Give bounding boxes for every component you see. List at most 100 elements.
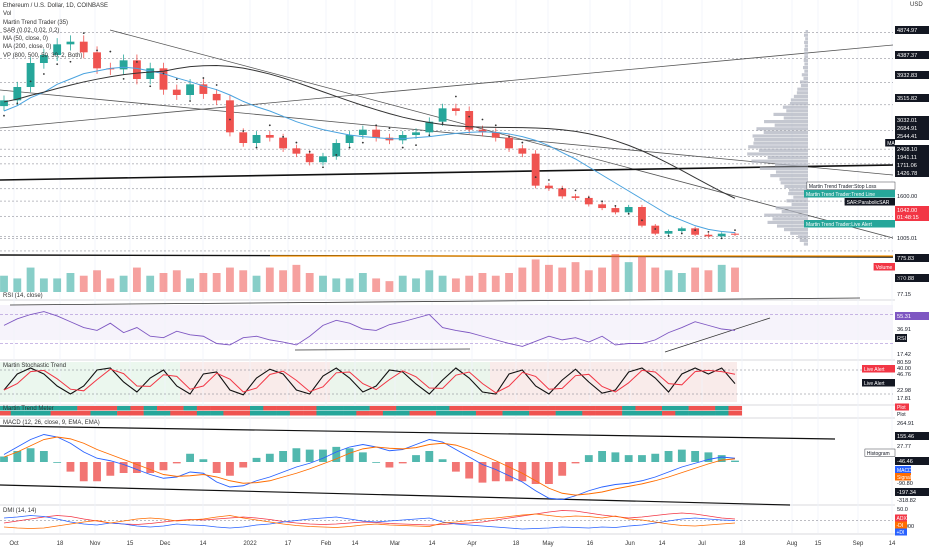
price-marker-bg [873, 263, 895, 271]
volume-profile-bar [789, 102, 808, 106]
volume-profile-bar [799, 80, 808, 84]
macd-histogram-bar [491, 462, 500, 482]
trend-meter-cell [701, 406, 716, 411]
sar-dot [734, 229, 736, 232]
volume-profile-bar [804, 40, 808, 44]
macd-histogram-bar [691, 451, 700, 462]
macd-pane-label[interactable]: MACD (12, 26, close, 9, EMA, EMA) [3, 420, 100, 426]
dmi-pane-label[interactable]: DMI (14, 14) [3, 508, 37, 514]
volume-bar [531, 259, 540, 292]
volume-bar [358, 273, 367, 292]
candle-body [624, 207, 633, 213]
indicator-legend-1[interactable]: SAR (0.02, 0.02, 0.2) [3, 27, 60, 34]
rsi-trend-line-2 [664, 317, 771, 353]
macd-histogram-bar [53, 462, 62, 463]
trend-meter-cell [635, 411, 649, 416]
macd-histogram-bar [132, 462, 141, 473]
candle-body [146, 68, 155, 79]
indicator-legend-4[interactable]: VP (800, 500, 50, 30, 2, Both) [3, 52, 83, 59]
sar-dot [494, 124, 497, 127]
trend-meter-cell [662, 411, 676, 416]
volume-profile-bar [786, 109, 808, 113]
trend-meter-cell [595, 411, 610, 416]
volume-profile-bar [776, 224, 808, 228]
trend-meter-cell [582, 406, 596, 411]
candle-body [186, 84, 194, 95]
indicator-legend-2[interactable]: MA (50, close, 0) [3, 36, 49, 43]
trend-meter-cell [662, 406, 676, 411]
trend-meter-cell [648, 411, 663, 416]
sar-dot [601, 200, 603, 203]
rsi-axis-label-bg [895, 312, 929, 320]
macd-histogram-bar [624, 455, 633, 462]
sar-dot [202, 77, 205, 79]
macd-histogram-bar [66, 462, 75, 472]
x-tick-label: 14 [889, 541, 896, 547]
volume-profile-bar [784, 184, 808, 188]
volume-profile-bar [756, 127, 808, 131]
currency-label: USD [910, 2, 923, 8]
stoch-axis-label: 80.59 [897, 360, 911, 366]
candle-body [13, 87, 22, 101]
trend-meter-cell [396, 411, 410, 416]
trend-meter-cell [489, 406, 503, 411]
price-axis-label-bg [895, 169, 929, 177]
trend-meter-cell [316, 411, 331, 416]
volume-profile-bar [773, 112, 808, 116]
candle-body [332, 143, 341, 157]
meter-pane-label[interactable]: Martin Trend Meter [3, 406, 54, 412]
volume-bar [252, 275, 261, 292]
volume-profile-bar [793, 94, 808, 98]
meter-marker-label: Plot [897, 405, 906, 411]
macd-histogram-bar [717, 455, 726, 462]
sar-dot [428, 134, 431, 137]
candle-body [119, 60, 128, 70]
volume-profile-bar [783, 116, 808, 120]
x-tick-label: Sep [853, 541, 864, 547]
trend-meter-cell [701, 411, 716, 416]
volume-profile-bar [781, 210, 808, 214]
indicator-legend-3[interactable]: MA (200, close, 0) [3, 44, 52, 51]
macd-axis-label-bg [895, 432, 929, 440]
trend-meter-cell [0, 411, 12, 416]
volume-legend[interactable]: Vol [3, 11, 12, 18]
volume-profile-bar [775, 170, 808, 174]
volume-profile-bar [767, 220, 808, 224]
sar-dot [680, 232, 683, 235]
price-axis-label: 4387.37 [897, 53, 917, 59]
volume-profile-bar [763, 130, 808, 134]
macd-histogram-bar [598, 451, 607, 462]
rsi-pane-label[interactable]: RSI (14, close) [3, 293, 43, 299]
symbol-title[interactable]: Ethereum / U.S. Dollar, 1D, COINBASE [3, 3, 109, 9]
trend-meter-cell [303, 411, 317, 416]
candle-body [518, 148, 527, 154]
trend-meter-cell [156, 406, 171, 411]
candle-body [438, 108, 447, 122]
price-axis-label: 2684.91 [897, 126, 917, 132]
trend-meter-cell [462, 411, 477, 416]
volume-profile-bar [804, 69, 808, 73]
countdown-label-bg [895, 213, 929, 221]
x-tick-label: Jul [698, 541, 706, 547]
rsi-axis-label: 36.91 [897, 327, 911, 333]
trend-meter-cell [515, 406, 530, 411]
trend-meter-cell [196, 411, 211, 416]
sar-dot [69, 60, 72, 63]
stoch-axis-label: 17.81 [897, 396, 911, 402]
x-tick-label: Aug [787, 541, 798, 547]
stoch-pane-label[interactable]: Martin Stochastic Trend [3, 363, 67, 369]
candle-body [239, 132, 248, 143]
trend-meter-cell [595, 406, 610, 411]
x-tick-label: 14 [429, 541, 436, 547]
trend-line-falling-2 [0, 89, 894, 176]
trend-meter-cell [37, 411, 51, 416]
trend-meter-cell [303, 406, 317, 411]
candle-body [677, 228, 686, 231]
trend-meter-cell [250, 406, 264, 411]
sar-dot [175, 78, 178, 81]
sar-dot [707, 230, 710, 233]
trend-meter-cell [635, 406, 649, 411]
indicator-legend-0[interactable]: Martin Trend Trader (35) [3, 19, 69, 26]
price-marker-label: Martin Trend Trader:Trend Line [806, 192, 875, 198]
